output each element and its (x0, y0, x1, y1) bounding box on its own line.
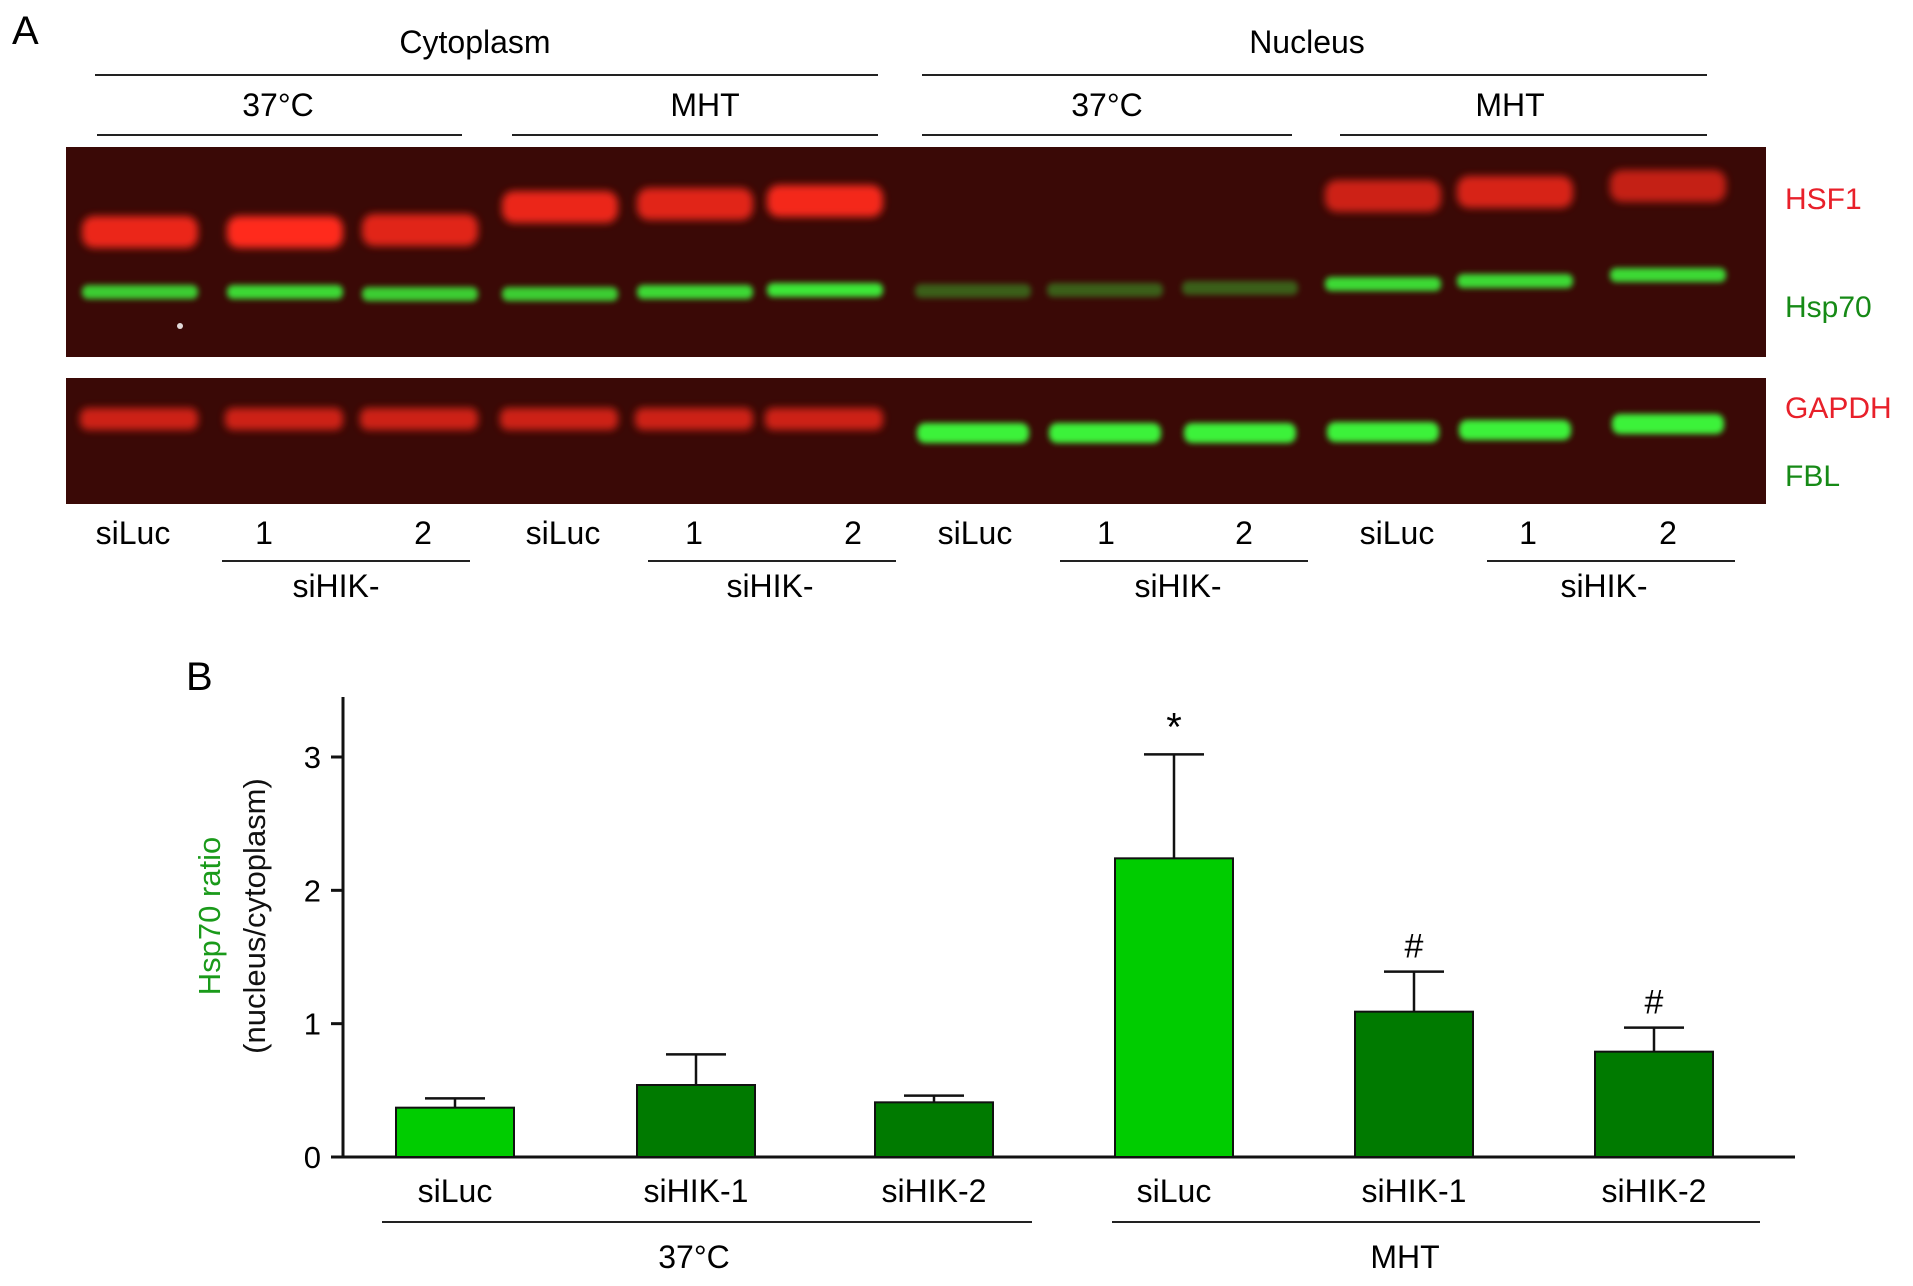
fbl-band (1184, 423, 1296, 443)
x-category-label: siHIK-2 (882, 1173, 987, 1209)
lane-labels: siLuc 1 2 siLuc 1 2 siLuc 1 2 siLuc 1 2 (96, 515, 1677, 551)
x-category-label: siHIK-2 (1602, 1173, 1707, 1209)
lane-label: 2 (1235, 515, 1253, 551)
hsf1-band (502, 191, 618, 223)
y-axis-label-line2: (nucleus/cytoplasm) (237, 778, 272, 1054)
lane-label: 2 (844, 515, 862, 551)
bar (636, 1084, 756, 1158)
y-tick-label: 0 (304, 1140, 321, 1175)
y-tick-label: 3 (304, 740, 321, 775)
blot-label-hsp70: Hsp70 (1785, 291, 1872, 324)
panel-b-letter: B (186, 655, 213, 699)
significance-marker: * (1166, 705, 1182, 749)
sihik-group-label: siHIK- (726, 568, 813, 604)
condition-label: 37°C (1071, 87, 1143, 123)
significance-marker: # (1645, 984, 1664, 1022)
gapdh-band (80, 408, 198, 430)
blot-label-hsf1: HSF1 (1785, 183, 1862, 216)
compartment-label-cytoplasm: Cytoplasm (399, 24, 550, 60)
hsp70-band (767, 283, 883, 297)
blot-top-bands (82, 170, 1726, 329)
lane-label: siLuc (96, 515, 171, 551)
compartment-label-nucleus: Nucleus (1249, 24, 1365, 60)
hsp70-band (82, 285, 198, 299)
hsf1-band (227, 216, 343, 248)
bar (1114, 857, 1234, 1158)
gapdh-band (500, 408, 618, 430)
panel-b: B Hsp70 ratio (nucleus/cytoplasm) 0 1 2 3 si… (186, 655, 1795, 1275)
gapdh-band (225, 408, 343, 430)
x-category-label: siLuc (418, 1173, 493, 1209)
sihik-group-label: siHIK- (292, 568, 379, 604)
fbl-band (1049, 423, 1161, 443)
blot-bottom-bands (80, 408, 1724, 443)
y-tick-label: 2 (304, 873, 321, 908)
panel-a-letter: A (12, 9, 39, 53)
gapdh-band (765, 408, 883, 430)
blot-label-gapdh: GAPDH (1785, 392, 1892, 425)
lane-label: siLuc (526, 515, 601, 551)
gapdh-band (360, 408, 478, 430)
condition-label: MHT (1475, 87, 1544, 123)
bar-chart: 0 1 2 3 siLuc siHIK-1 siHIK-2 siLuc * siHIK-1 # siH… (304, 697, 1795, 1209)
hsf1-band (82, 216, 198, 248)
hsp70-band (637, 285, 753, 299)
panel-a: A Cytoplasm Nucleus 37°C MHT 37°C MHT HS… (12, 9, 1892, 604)
blot-label-fbl: FBL (1785, 460, 1840, 493)
fbl-band (1459, 420, 1571, 440)
lane-label: siLuc (1360, 515, 1435, 551)
condition-group-label: MHT (1370, 1239, 1439, 1275)
fbl-band (917, 423, 1029, 443)
y-axis-label-line1: Hsp70 ratio (192, 837, 227, 996)
blot-speck (177, 323, 183, 329)
hsf1-band (362, 214, 478, 246)
blot-bottom-background (66, 378, 1766, 504)
hsp70-band (1325, 277, 1441, 291)
hsp70-band (1182, 281, 1298, 295)
condition-group-label: 37°C (658, 1239, 730, 1275)
hsp70-band (915, 284, 1031, 298)
significance-marker: # (1405, 928, 1424, 966)
hsp70-band (1610, 268, 1726, 282)
lane-label: 1 (1097, 515, 1115, 551)
x-category-label: siHIK-1 (644, 1173, 749, 1209)
condition-label: 37°C (242, 87, 314, 123)
sihik-group-label: siHIK- (1560, 568, 1647, 604)
condition-label: MHT (670, 87, 739, 123)
bar (1354, 1010, 1474, 1159)
lane-label: 1 (685, 515, 703, 551)
lane-label: 2 (1659, 515, 1677, 551)
fbl-band (1327, 422, 1439, 442)
hsp70-band (1457, 274, 1573, 288)
hsp70-band (227, 285, 343, 299)
bar (395, 1106, 515, 1158)
hsp70-band (502, 287, 618, 301)
hsf1-band (637, 188, 753, 220)
hsp70-band (362, 287, 478, 301)
hsf1-band (767, 185, 883, 217)
bar (1594, 1050, 1714, 1158)
fbl-band (1612, 414, 1724, 434)
lane-label: 2 (414, 515, 432, 551)
x-category-label: siHIK-1 (1362, 1173, 1467, 1209)
y-tick-label: 1 (304, 1007, 321, 1042)
lane-label: 1 (255, 515, 273, 551)
bar (874, 1101, 994, 1159)
hsf1-band (1325, 180, 1441, 212)
gapdh-band (635, 408, 753, 430)
hsp70-band (1047, 283, 1163, 297)
sihik-group-label: siHIK- (1134, 568, 1221, 604)
hsf1-band (1610, 170, 1726, 202)
lane-label: siLuc (938, 515, 1013, 551)
lane-label: 1 (1519, 515, 1537, 551)
hsf1-band (1457, 176, 1573, 208)
x-category-label: siLuc (1137, 1173, 1212, 1209)
